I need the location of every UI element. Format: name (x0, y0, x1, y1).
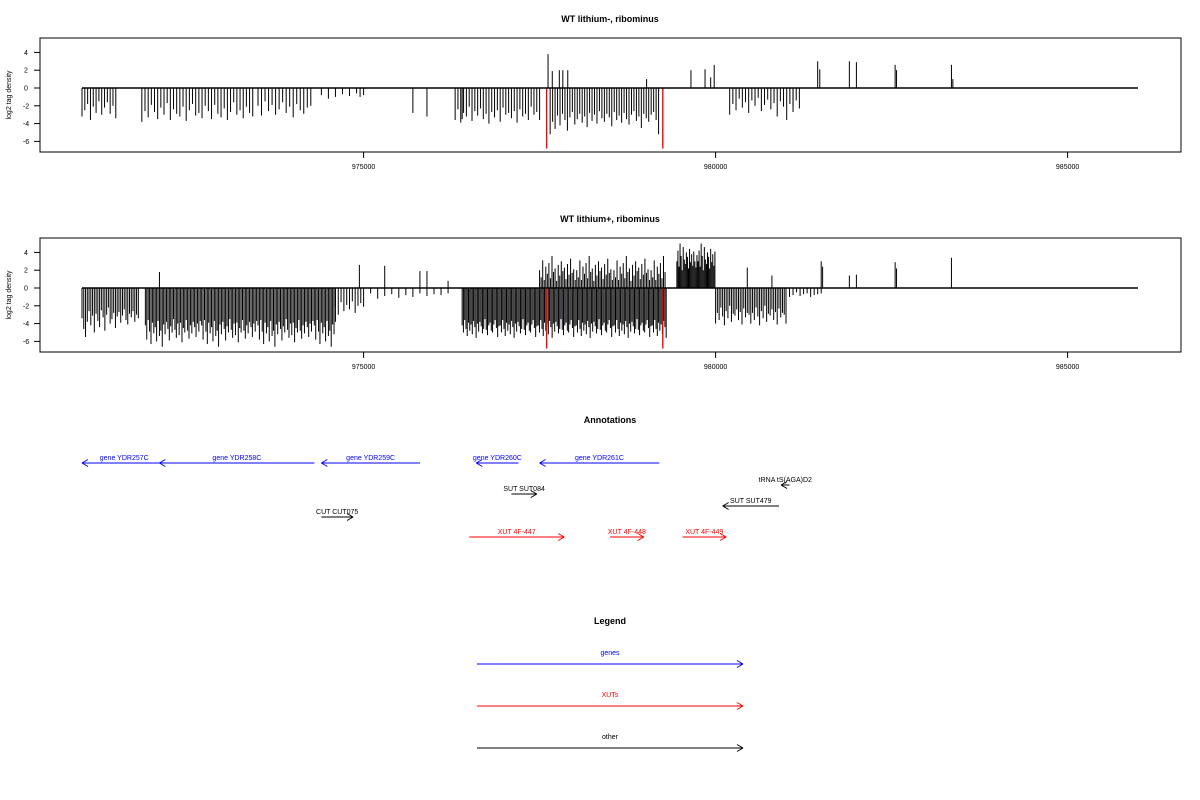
feature-arrow (780, 481, 790, 489)
x-tick-label: 975000 (352, 164, 375, 171)
legend-label: genes (600, 650, 620, 657)
x-axis: 975000 980000 985000 (352, 351, 1079, 371)
feature-arrow (475, 459, 519, 467)
feature-label: CUT CUT075 (316, 509, 358, 516)
legend-label: other (602, 734, 619, 741)
y-tick-label: -6 (23, 139, 29, 146)
x-axis: 975000 980000 985000 (352, 151, 1079, 171)
y-tick-label: -4 (23, 121, 29, 128)
feature-arrow (81, 459, 167, 467)
density-panel-lithium-plus: WT lithium+, ribominus log2 tag density … (6, 214, 1182, 371)
feature-arrow (539, 459, 660, 467)
feature-label: gene YDR257C (100, 455, 149, 462)
density-panel-lithium-minus: WT lithium-, ribominus log2 tag density … (6, 14, 1182, 171)
annotations-track: Annotations gene YDR257C gene YDR258C gene… (81, 415, 812, 541)
feature-arrow (469, 533, 565, 541)
x-tick-label: 985000 (1056, 164, 1079, 171)
y-axis-label: log2 tag density (6, 70, 13, 120)
x-tick-label: 980000 (704, 164, 727, 171)
feature-label: XUT 4F-447 (498, 529, 536, 536)
legend: Legend genes XUTs other (477, 616, 744, 752)
feature-label: XUT 4F-448 (608, 529, 646, 536)
y-axis-label: log2 tag density (6, 270, 13, 320)
legend-label: XUTs (602, 692, 619, 699)
feature-arrow (610, 533, 645, 541)
feature-label: gene YDR261C (575, 455, 624, 462)
y-tick-label: -2 (23, 303, 29, 310)
y-tick-label: 4 (24, 250, 28, 257)
feature-label: gene YDR259C (346, 455, 395, 462)
y-tick-label: 4 (24, 50, 28, 57)
y-tick-label: -2 (23, 103, 29, 110)
legend-title: Legend (594, 616, 626, 626)
annotations-title: Annotations (584, 415, 637, 425)
feature-label: gene YDR260C (473, 455, 522, 462)
y-tick-label: 0 (24, 86, 28, 93)
y-tick-label: 2 (24, 268, 28, 275)
feature-arrow (682, 533, 727, 541)
feature-arrow (722, 502, 779, 510)
feature-arrow (321, 459, 420, 467)
y-axis: 4 2 0 -2 -4 -6 (23, 250, 41, 346)
x-tick-label: 980000 (704, 364, 727, 371)
feature-label: SUT SUT084 (503, 486, 545, 493)
feature-arrow (159, 459, 315, 467)
density-bars (81, 54, 954, 149)
feature-label: gene YDR258C (212, 455, 261, 462)
feature-arrow (321, 513, 354, 521)
legend-arrow (477, 702, 744, 710)
feature-label: SUT SUT479 (730, 498, 772, 505)
y-tick-label: -4 (23, 321, 29, 328)
density-bars (81, 243, 952, 349)
feature-label: tRNA tS(AGA)D2 (759, 477, 812, 484)
y-tick-label: 0 (24, 286, 28, 293)
legend-arrow (477, 660, 744, 668)
feature-arrow (511, 490, 538, 498)
y-tick-label: -6 (23, 339, 29, 346)
legend-arrow (477, 744, 744, 752)
x-tick-label: 985000 (1056, 364, 1079, 371)
y-tick-label: 2 (24, 68, 28, 75)
feature-label: XUT 4F-449 (685, 529, 723, 536)
panel-title: WT lithium-, ribominus (561, 14, 659, 24)
y-axis: 4 2 0 -2 -4 -6 (23, 50, 41, 146)
panel-title: WT lithium+, ribominus (560, 214, 660, 224)
x-tick-label: 975000 (352, 364, 375, 371)
